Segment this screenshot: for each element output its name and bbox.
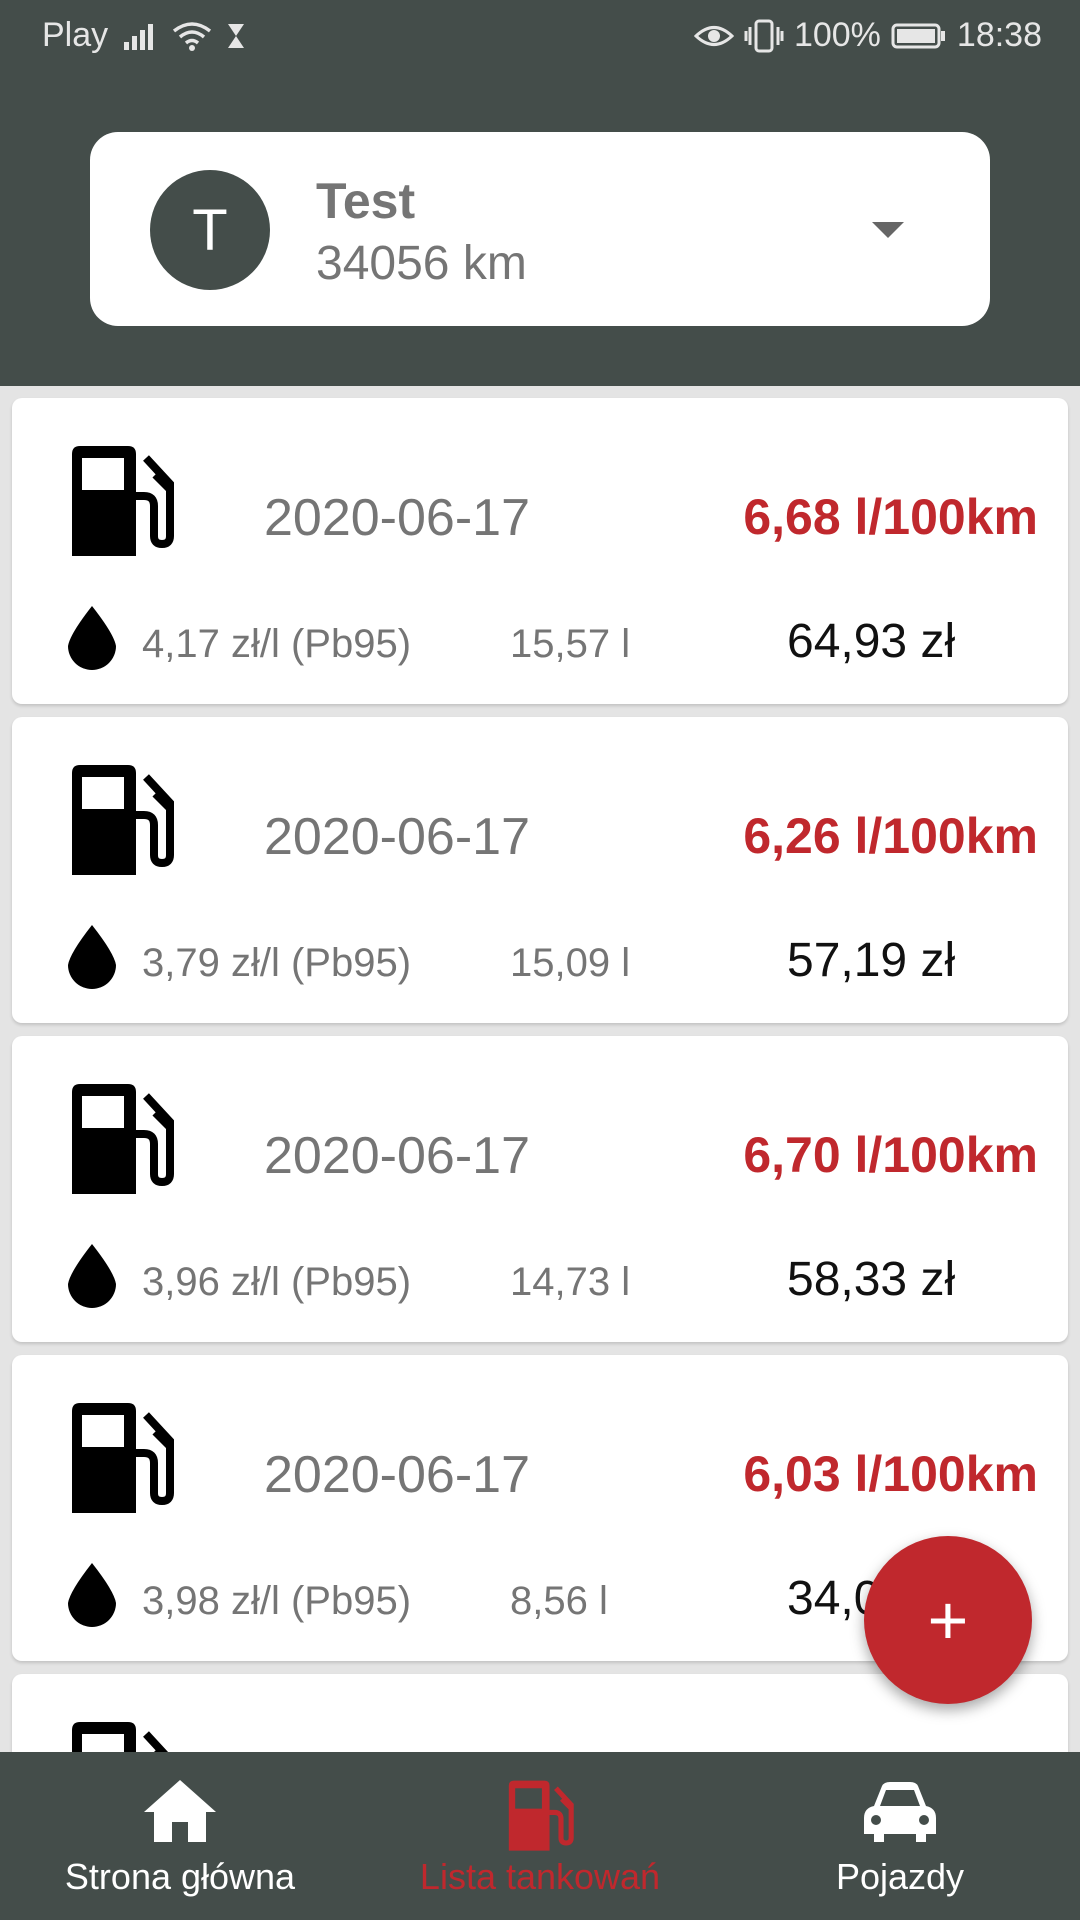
nav-home-label: Strona główna — [64, 1856, 296, 1897]
fuel-pump-icon — [508, 1780, 574, 1851]
fuel-volume: 14,73 l — [510, 1260, 631, 1304]
fuel-pump-icon — [72, 1403, 174, 1513]
vehicle-mileage: 34056 km — [316, 237, 527, 290]
app-header: T Test 34056 km — [0, 72, 1080, 386]
refuel-cost: 64,93 zł — [787, 615, 956, 668]
fuel-drop-icon — [68, 606, 116, 670]
refuel-date: 2020-06-17 — [264, 1127, 530, 1185]
bottom-navigation: Strona główna Lista tankowań Pojazdy — [0, 1752, 1080, 1920]
fuel-price: 4,17 zł/l (Pb95) — [142, 622, 412, 666]
refuel-entry[interactable]: 2020-06-17 6,70 l/100km 3,96 zł/l (Pb95)… — [12, 1036, 1068, 1342]
vibrate-icon — [744, 19, 784, 52]
car-icon — [864, 1782, 936, 1842]
battery-percent: 100% — [793, 16, 881, 54]
refuel-cost: 58,33 zł — [787, 1253, 956, 1306]
vehicle-avatar: T — [150, 170, 270, 290]
fuel-volume: 8,56 l — [510, 1579, 608, 1623]
clock: 18:38 — [956, 16, 1042, 54]
fuel-drop-icon — [68, 1563, 116, 1627]
refuel-entry[interactable]: 2020-06-17 6,26 l/100km 3,79 zł/l (Pb95)… — [12, 717, 1068, 1023]
nav-refuel-list-label: Lista tankowań — [419, 1856, 661, 1897]
fuel-drop-icon — [68, 925, 116, 989]
fuel-pump-icon — [72, 765, 174, 875]
wifi-icon — [173, 21, 212, 51]
refuel-date: 2020-06-17 — [264, 808, 530, 866]
vehicle-name: Test — [316, 173, 416, 229]
nav-home[interactable]: Strona główna — [40, 1752, 320, 1920]
fuel-volume: 15,09 l — [510, 941, 631, 985]
eye-icon — [693, 25, 734, 46]
refuel-entry[interactable] — [12, 1674, 1068, 1752]
carrier-label: Play — [42, 16, 109, 54]
fuel-volume: 15,57 l — [510, 622, 631, 666]
hourglass-icon — [228, 23, 245, 48]
fuel-price: 3,96 zł/l (Pb95) — [142, 1260, 412, 1304]
fuel-pump-icon — [72, 1722, 169, 1752]
refuel-date: 2020-06-17 — [264, 489, 530, 547]
nav-vehicles[interactable]: Pojazdy — [780, 1752, 1020, 1920]
fuel-drop-icon — [68, 1244, 116, 1308]
refuel-cost: 57,19 zł — [787, 934, 956, 987]
nav-vehicles-label: Pojazdy — [835, 1856, 965, 1897]
fuel-price: 3,98 zł/l (Pb95) — [142, 1579, 412, 1623]
status-bar: Play 100% 18:3 — [0, 0, 1080, 72]
fuel-price: 3,79 zł/l (Pb95) — [142, 941, 412, 985]
dropdown-arrow-icon[interactable] — [872, 222, 904, 238]
fuel-consumption: 6,03 l/100km — [743, 1446, 1038, 1502]
home-icon — [144, 1780, 216, 1842]
fuel-consumption: 6,68 l/100km — [743, 489, 1038, 545]
refuel-list[interactable]: 2020-06-17 6,68 l/100km 4,17 zł/l (Pb95)… — [0, 386, 1080, 1752]
add-refuel-button[interactable]: + — [864, 1536, 1032, 1704]
plus-icon: + — [927, 1581, 969, 1659]
fuel-pump-icon — [72, 1084, 174, 1194]
signal-icon — [124, 23, 154, 50]
battery-icon — [891, 23, 945, 48]
fuel-pump-icon — [72, 446, 174, 556]
vehicle-selector[interactable]: T Test 34056 km — [90, 132, 990, 326]
refuel-date: 2020-06-17 — [264, 1446, 530, 1504]
fuel-consumption: 6,26 l/100km — [743, 808, 1038, 864]
refuel-entry[interactable]: 2020-06-17 6,68 l/100km 4,17 zł/l (Pb95)… — [12, 398, 1068, 704]
nav-refuel-list[interactable]: Lista tankowań — [380, 1752, 700, 1920]
fuel-consumption: 6,70 l/100km — [743, 1127, 1038, 1183]
